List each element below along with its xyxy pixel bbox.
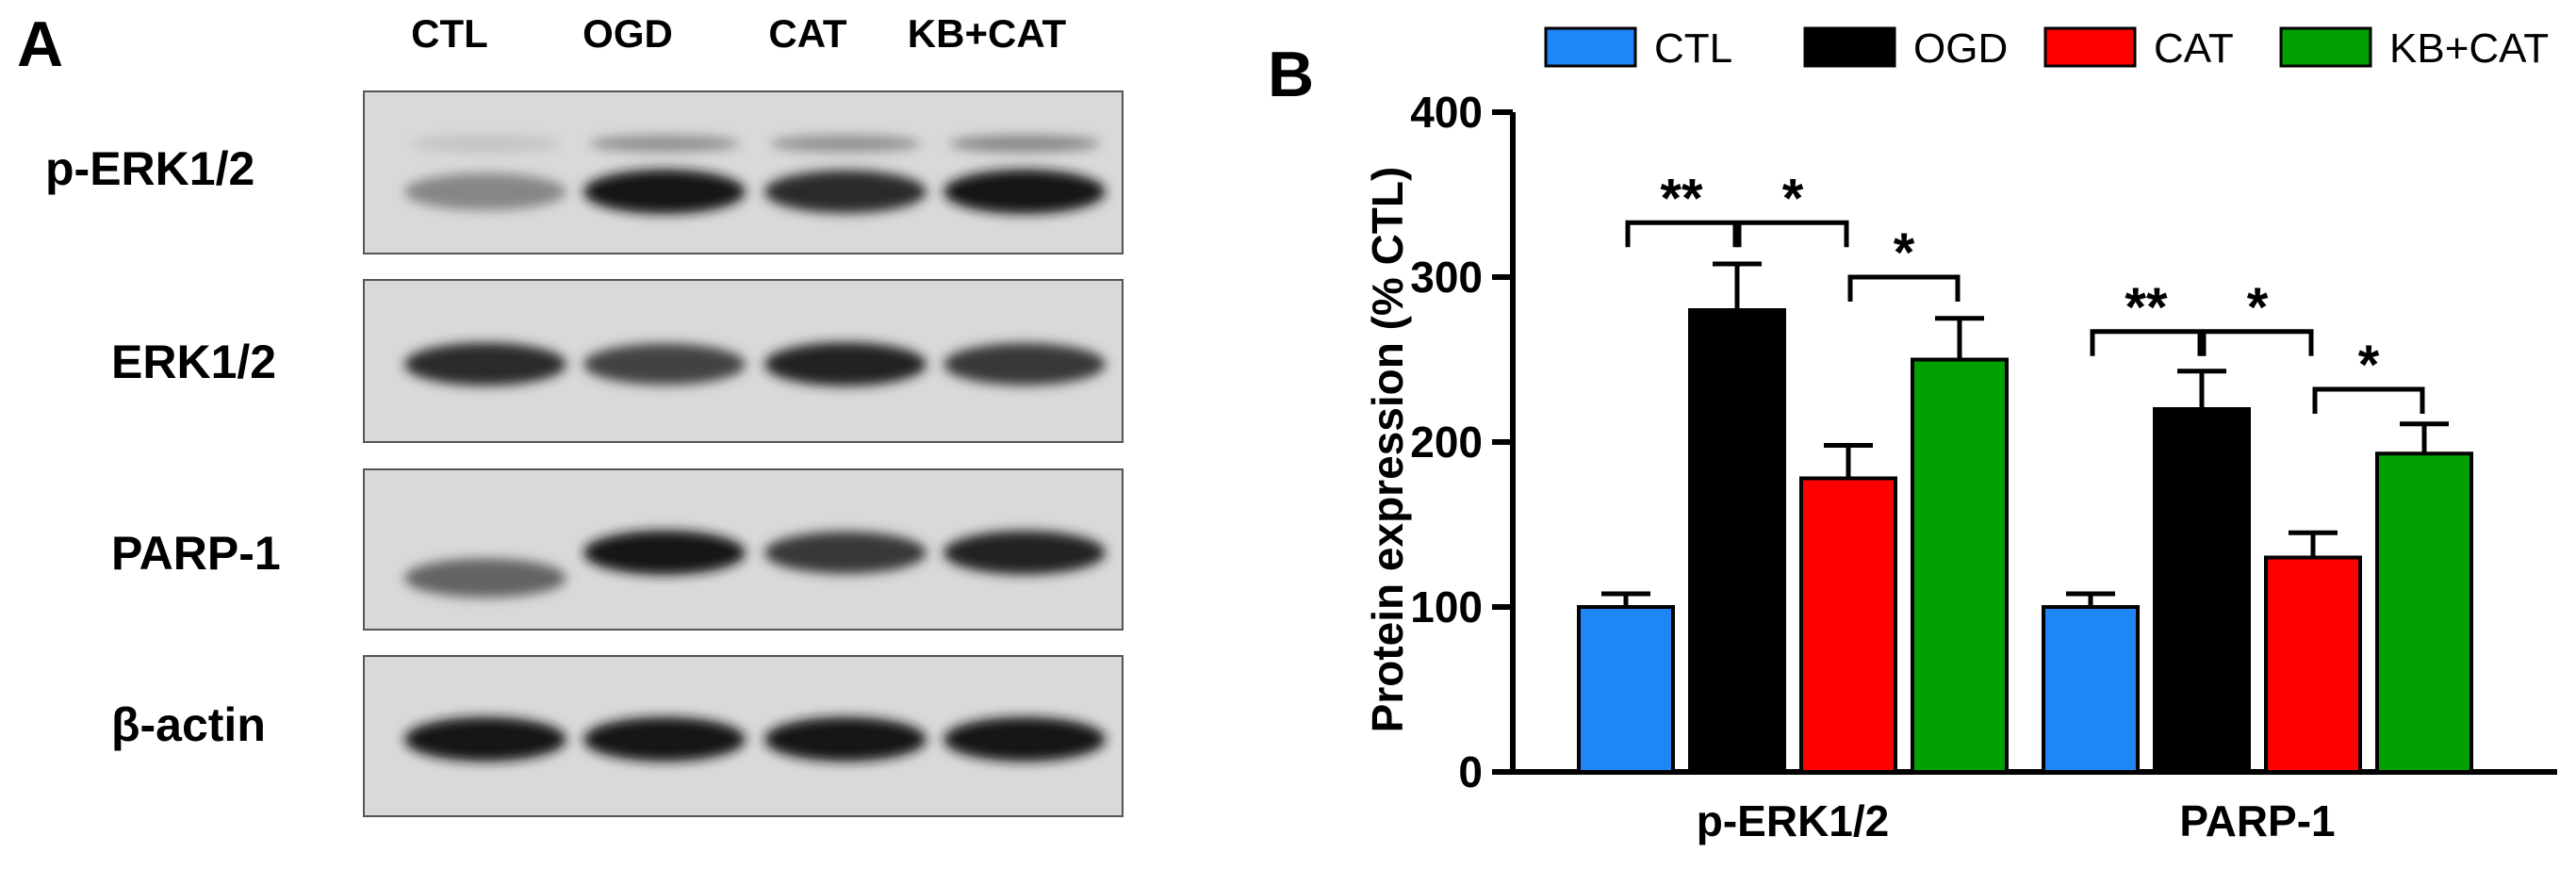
blot-band <box>583 716 746 762</box>
bar <box>2375 451 2473 774</box>
blot-band <box>764 342 927 386</box>
blot-strip-parp <box>363 468 1124 631</box>
lane-label-cat: CAT <box>768 11 847 56</box>
lane-label-ctl: CTL <box>411 11 488 56</box>
y-tick-label: 0 <box>1458 747 1483 796</box>
legend-label: OGD <box>1913 25 2008 72</box>
blot-band <box>404 342 566 386</box>
legend-swatch <box>1803 26 1896 68</box>
significance-bracket <box>2312 386 2425 414</box>
blot-band-upper <box>589 135 740 153</box>
x-tick-label: PARP-1 <box>2179 796 2335 845</box>
bar <box>1799 476 1897 774</box>
blot-band <box>583 169 746 214</box>
lane-label-kb-cat: KB+CAT <box>907 11 1067 56</box>
row-label-actin: β-actin <box>111 698 266 751</box>
y-tick-label: 200 <box>1410 418 1483 467</box>
blot-band <box>583 343 746 385</box>
row-label-erk: ERK1/2 <box>111 336 277 388</box>
blot-band <box>943 716 1106 762</box>
y-tick-label: 400 <box>1410 88 1483 137</box>
blot-strip-p-erk <box>363 90 1124 254</box>
blot-band-upper <box>949 135 1100 153</box>
blot-band <box>943 531 1106 575</box>
y-axis-label: Protein expression (% CTL) <box>1363 167 1412 733</box>
bar <box>1911 357 2009 774</box>
blot-band-upper <box>410 135 561 153</box>
significance-label: * <box>2247 277 2269 338</box>
blot-band <box>943 343 1106 385</box>
blot-band-upper <box>770 135 921 153</box>
bar <box>1688 308 1786 774</box>
legend-swatch <box>2043 26 2137 68</box>
significance-bracket <box>1736 220 1849 248</box>
legend-label: CAT <box>2154 25 2234 72</box>
legend-swatch <box>1544 26 1637 68</box>
bar <box>1577 605 1675 774</box>
panel-a-label: A <box>17 8 64 80</box>
blot-band <box>764 716 927 762</box>
significance-bracket <box>2201 329 2314 356</box>
blot-band <box>583 530 746 575</box>
significance-bracket <box>1625 220 1738 248</box>
blot-band <box>404 716 566 762</box>
x-tick-label: p-ERK1/2 <box>1697 796 1889 845</box>
legend-swatch <box>2279 26 2372 68</box>
significance-bracket <box>2090 329 2203 356</box>
blot-strip-erk <box>363 279 1124 443</box>
bar <box>2264 555 2362 774</box>
blot-band <box>764 531 927 574</box>
blot-band <box>404 558 566 598</box>
legend-label: CTL <box>1654 25 1732 72</box>
panel-b-label: B <box>1268 39 1315 110</box>
significance-label: ** <box>2125 277 2168 338</box>
y-tick-label: 100 <box>1410 582 1483 631</box>
legend-label: KB+CAT <box>2389 25 2549 72</box>
blot-strip-actin <box>363 655 1124 817</box>
lane-label-ogd: OGD <box>582 11 673 56</box>
row-label-parp: PARP-1 <box>111 527 281 580</box>
row-label-p-erk: p-ERK1/2 <box>45 142 255 195</box>
bar <box>2042 605 2140 774</box>
significance-label: * <box>2358 335 2380 396</box>
blot-band <box>404 172 566 210</box>
significance-label: * <box>1894 222 1915 284</box>
significance-label: ** <box>1660 168 1703 229</box>
blot-band <box>764 170 927 214</box>
significance-bracket <box>1847 274 1961 302</box>
y-tick-label: 300 <box>1410 253 1483 302</box>
bar <box>2153 407 2251 774</box>
significance-label: * <box>1782 168 1804 229</box>
blot-band <box>943 169 1106 214</box>
